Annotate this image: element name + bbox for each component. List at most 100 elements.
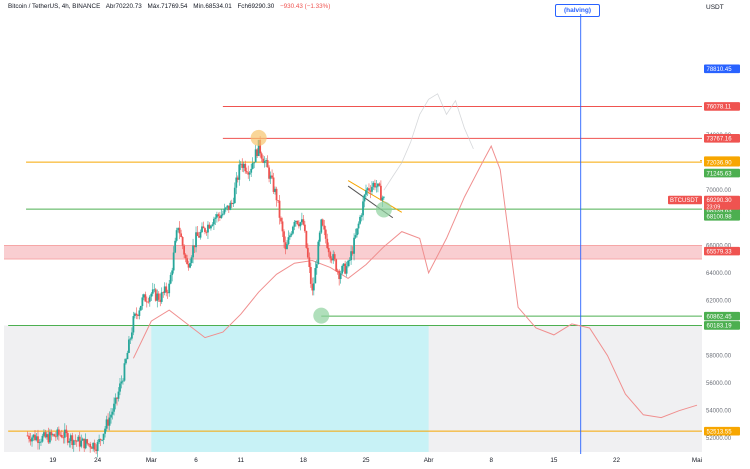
candle-body xyxy=(318,232,321,242)
candle xyxy=(336,268,339,275)
candle xyxy=(253,162,256,169)
candle-body xyxy=(62,437,65,439)
candle xyxy=(303,220,306,233)
y-tick-label: 62000.00 xyxy=(706,298,732,304)
candle-body xyxy=(110,414,112,418)
candle xyxy=(230,199,233,208)
candle xyxy=(28,432,30,443)
candle-body xyxy=(327,248,330,253)
low-value: Mín.68534.01 xyxy=(193,3,232,10)
candle xyxy=(136,314,139,320)
candle-body xyxy=(299,222,302,227)
current-price-tag-bg xyxy=(704,195,740,210)
candle xyxy=(162,291,165,298)
candle xyxy=(378,182,381,187)
candle xyxy=(375,179,378,193)
candle xyxy=(147,297,150,304)
candle xyxy=(108,411,111,431)
candle-body xyxy=(260,153,263,159)
candle xyxy=(357,221,360,235)
symbol-title[interactable]: Bitcoin / TetherUS, 4h, BINANCE xyxy=(8,3,101,10)
candle-body xyxy=(377,183,379,187)
candle xyxy=(298,220,300,229)
candle xyxy=(69,433,72,448)
candle-body xyxy=(305,231,308,248)
candle xyxy=(142,293,145,301)
candle xyxy=(135,307,138,320)
candle xyxy=(354,228,357,239)
candle-body xyxy=(60,435,63,438)
candle xyxy=(238,159,241,186)
candle xyxy=(312,277,315,296)
candle-body xyxy=(290,233,293,236)
candle-body xyxy=(50,432,53,436)
candle-body xyxy=(274,188,276,192)
candle-body xyxy=(169,274,172,284)
candle-body xyxy=(211,224,214,226)
candle-body xyxy=(96,442,99,451)
level-price-tag-bg xyxy=(704,134,740,143)
candle xyxy=(280,216,282,224)
candle-body xyxy=(32,434,35,438)
candle-body xyxy=(135,313,138,316)
candle xyxy=(60,429,63,439)
level-price-tag: 52513.55 xyxy=(707,429,733,435)
candle-body xyxy=(43,432,45,436)
candle xyxy=(202,221,205,229)
candle-body xyxy=(114,397,117,404)
candle-body xyxy=(378,183,381,186)
candle xyxy=(266,155,269,168)
candle xyxy=(359,214,361,225)
candle xyxy=(289,232,291,240)
candle xyxy=(47,427,50,445)
candle-body xyxy=(44,432,47,438)
candle-body xyxy=(214,217,217,219)
candle-body xyxy=(151,289,154,294)
candle xyxy=(96,439,99,458)
candle xyxy=(290,231,293,238)
candle-body xyxy=(192,245,194,258)
halving-label: (halving) xyxy=(555,4,600,17)
candle xyxy=(156,289,159,308)
candle-body xyxy=(198,235,200,238)
candle xyxy=(87,443,90,447)
candle xyxy=(372,181,375,190)
candle-body xyxy=(239,163,242,165)
price-axis: 52000.00 54000.00 56000.00 58000.00 62000.00… xyxy=(706,106,732,443)
candle-body xyxy=(350,251,352,261)
currency-label[interactable]: USDT xyxy=(706,4,724,11)
candle xyxy=(251,157,254,170)
candle xyxy=(236,175,239,183)
candle-body xyxy=(84,439,87,449)
y-tick-label: 54000.00 xyxy=(706,409,732,415)
candle xyxy=(323,219,326,236)
candle-body xyxy=(199,232,202,238)
candle-body xyxy=(303,224,306,232)
price-tag: 71245.63 xyxy=(707,171,733,177)
candle xyxy=(277,200,279,203)
candle-body xyxy=(330,258,333,261)
candle xyxy=(260,151,263,162)
highlight-circle xyxy=(313,307,330,324)
candle-body xyxy=(342,263,345,266)
candle xyxy=(31,435,33,447)
candle-body xyxy=(150,293,153,297)
candle xyxy=(43,429,45,438)
candle-body xyxy=(120,381,123,384)
candle xyxy=(190,255,193,266)
candle-body xyxy=(229,202,232,210)
candle-body xyxy=(190,257,193,263)
candle-body xyxy=(148,296,151,302)
candle-body xyxy=(213,218,215,225)
candle xyxy=(159,293,162,307)
x-tick-label: 15 xyxy=(550,457,558,464)
candle xyxy=(345,261,348,277)
candle-body xyxy=(248,172,251,175)
candle-body xyxy=(324,229,327,239)
candle xyxy=(189,258,191,269)
candle-body xyxy=(66,433,69,443)
candle xyxy=(160,287,163,304)
candle xyxy=(308,252,311,274)
price-tag-bg xyxy=(704,64,740,74)
candle-body xyxy=(126,352,129,360)
